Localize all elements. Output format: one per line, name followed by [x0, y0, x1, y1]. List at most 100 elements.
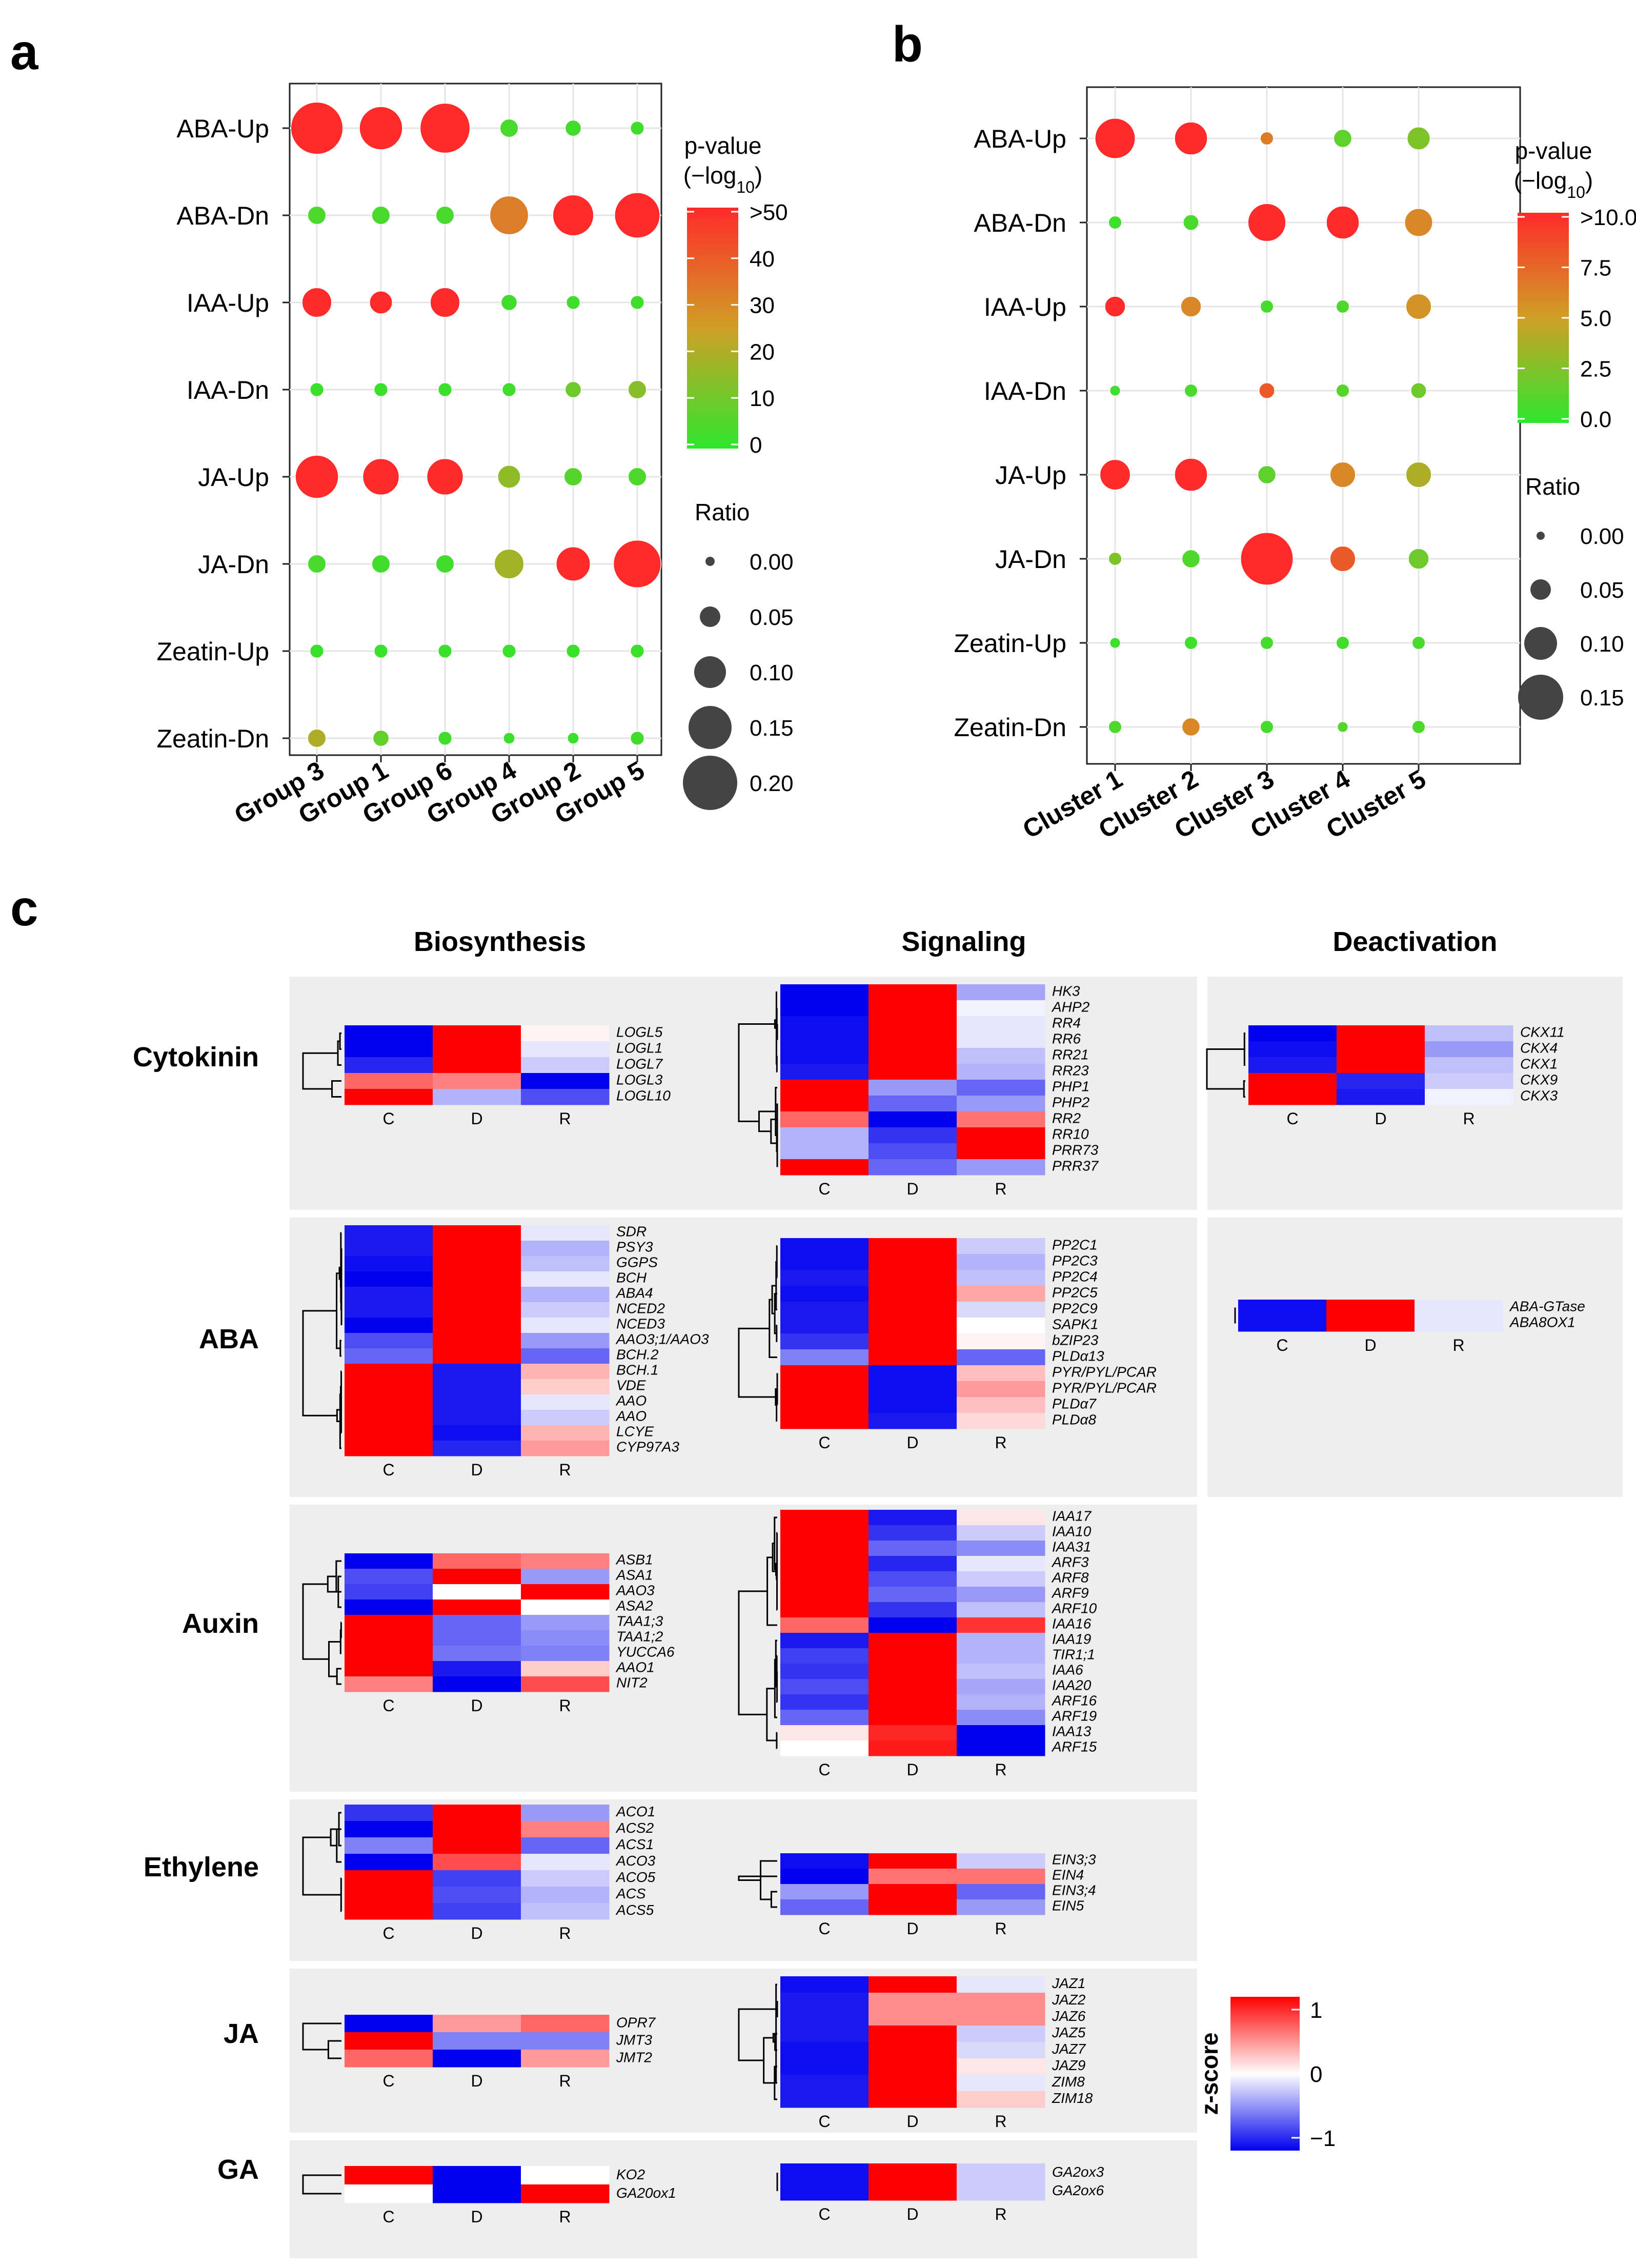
bubble	[1183, 215, 1199, 230]
bubble	[1406, 294, 1431, 319]
bubble	[631, 121, 644, 135]
sample-label: C	[382, 1924, 394, 1942]
sample-label: C	[818, 1433, 830, 1452]
bubble	[500, 119, 518, 137]
gene-label: PLDα13	[1052, 1348, 1104, 1364]
heatmap-cell	[1425, 1025, 1513, 1042]
sample-label: R	[559, 1696, 571, 1715]
gene-label: CKX1	[1520, 1056, 1558, 1071]
heatmap-block-auxin-biosynthesis: ASB1ASA1AAO3ASA2TAA1;3TAA1;2YUCCA6AAO1NI…	[303, 1552, 675, 1715]
gene-label: ASB1	[615, 1552, 653, 1568]
heatmap-cell	[521, 2166, 610, 2185]
heatmap-cell	[780, 1000, 869, 1017]
sample-label: C	[382, 1461, 394, 1479]
color-tick-label: 30	[750, 293, 775, 318]
bubble	[1330, 462, 1356, 488]
bubble	[564, 468, 582, 486]
bubble	[374, 383, 388, 397]
heatmap-block-cytokinin-signaling: HK3AHP2RR4RR6RR21RR23PHP1PHP2RR2RR10PRR7…	[739, 983, 1099, 1198]
heatmap-cell	[780, 1096, 869, 1112]
heatmap-cell	[1425, 1073, 1513, 1089]
heatmap-cell	[957, 2009, 1045, 2026]
gene-label: RR4	[1052, 1015, 1081, 1030]
sample-label: C	[382, 1109, 394, 1128]
heatmap-cell	[869, 1238, 957, 1254]
bubble	[1175, 458, 1207, 491]
gene-label: LOGL5	[616, 1024, 663, 1040]
gene-label: IAA6	[1052, 1662, 1083, 1678]
bubble	[1110, 386, 1121, 396]
color-tick-label: 7.5	[1580, 256, 1611, 281]
heatmap-cell	[780, 1976, 869, 1993]
heatmap-cell	[521, 1025, 610, 1042]
heatmap-cell	[521, 1661, 610, 1677]
heatmap-cell	[957, 1556, 1045, 1572]
heatmap-cell	[345, 1615, 433, 1631]
color-tick-label: >10.0	[1580, 205, 1636, 230]
heatmap-cell	[521, 1271, 610, 1287]
heatmap-cell	[1415, 1300, 1503, 1316]
heatmap-cell	[780, 1397, 869, 1413]
heatmap-cell	[869, 2091, 957, 2108]
gene-label: PYR/PYL/PCAR	[1052, 1364, 1157, 1380]
sample-label: R	[559, 1109, 571, 1128]
heatmap-cell	[521, 2015, 610, 2033]
heatmap-cell	[433, 1569, 521, 1585]
bubble	[1181, 296, 1201, 317]
sample-label: C	[818, 2205, 830, 2223]
heatmap-cell	[433, 1041, 521, 1058]
heatmap-cell	[957, 1633, 1045, 1649]
gene-label: CKX9	[1520, 1071, 1558, 1087]
heatmap-cell	[957, 1143, 1045, 1160]
heatmap-cell	[521, 1584, 610, 1600]
heatmap-cell	[780, 1633, 869, 1649]
gene-label: JAZ9	[1052, 2057, 1085, 2073]
bubble	[1108, 216, 1122, 229]
heatmap-cell	[521, 1676, 610, 1692]
row-header: ABA	[199, 1324, 259, 1354]
bubble	[568, 733, 579, 744]
heatmap-cell	[433, 1854, 521, 1871]
heatmap-cell	[869, 1000, 957, 1017]
size-legend-title: Ratio	[695, 499, 750, 525]
sample-label: D	[906, 1919, 918, 1938]
heatmap-cell	[521, 2032, 610, 2050]
heatmap-cell	[433, 1553, 521, 1569]
heatmap-cell	[780, 1238, 869, 1254]
color-tick-label: 10	[750, 386, 775, 411]
heatmap-cell	[433, 1318, 521, 1333]
heatmap-cell	[345, 1854, 433, 1871]
gene-label: IAA16	[1052, 1616, 1092, 1632]
heatmap-cell	[433, 1646, 521, 1662]
heatmap-cell	[869, 1899, 957, 1915]
size-legend-label: 0.15	[1580, 685, 1624, 711]
y-tick-label: ABA-Dn	[974, 209, 1066, 237]
heatmap-cell	[869, 1143, 957, 1160]
gene-label: ABA-GTase	[1509, 1298, 1585, 1314]
heatmap-cell	[957, 1413, 1045, 1429]
gene-label: PRR73	[1052, 1142, 1099, 1158]
bubble	[567, 644, 580, 658]
bubble	[1182, 550, 1200, 568]
heatmap-cell	[780, 984, 869, 1001]
heatmap-cell	[1337, 1057, 1425, 1074]
heatmap-cell	[780, 1365, 869, 1382]
size-legend-label: 0.10	[750, 660, 794, 685]
heatmap-cell	[345, 1025, 433, 1042]
heatmap-cell	[957, 1602, 1045, 1618]
bubble	[631, 644, 644, 658]
bubble	[1100, 459, 1130, 490]
gene-label: ARF9	[1051, 1585, 1089, 1601]
gene-label: ABA8OX1	[1509, 1314, 1576, 1330]
sample-label: D	[906, 1180, 918, 1198]
heatmap-cell	[433, 1425, 521, 1441]
heatmap-cell	[780, 2091, 869, 2108]
heatmap-cell	[1337, 1073, 1425, 1089]
heatmap-cell	[869, 1096, 957, 1112]
heatmap-cell	[433, 1837, 521, 1854]
heatmap-cell	[345, 1073, 433, 1089]
row-header: Auxin	[182, 1608, 259, 1639]
heatmap-cell	[957, 1381, 1045, 1398]
gene-label: ASA1	[615, 1567, 653, 1583]
heatmap-cell	[345, 1271, 433, 1287]
